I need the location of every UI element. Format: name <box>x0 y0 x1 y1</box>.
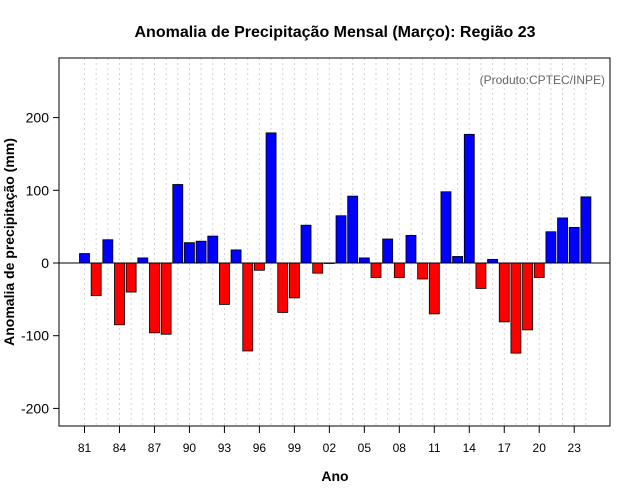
y-tick-label: 0 <box>41 255 49 271</box>
bar-1991 <box>195 240 207 264</box>
bar-1982 <box>90 262 102 297</box>
bar-1989 <box>172 184 184 264</box>
bar-1984 <box>114 262 125 326</box>
x-tick-label: 08 <box>393 441 407 455</box>
bar-1981 <box>79 253 90 264</box>
bar-2020 <box>533 262 545 278</box>
x-tick-label: 02 <box>323 441 337 455</box>
bar-2006 <box>370 262 382 278</box>
x-tick-label: 87 <box>148 441 162 455</box>
bar-1999 <box>288 262 300 299</box>
x-tick-label: 99 <box>288 441 302 455</box>
plot-frame <box>58 57 611 427</box>
x-tick-label: 90 <box>183 441 197 455</box>
bar-2013 <box>452 256 464 264</box>
x-tick-label: 93 <box>218 441 232 455</box>
bar-1990 <box>184 242 195 264</box>
source-note: (Produto:CPTEC/INPE) <box>480 73 605 87</box>
y-tick-label: -200 <box>21 400 49 416</box>
x-tick-label: 23 <box>568 441 582 455</box>
bar-2003 <box>335 215 347 264</box>
y-axis: -200 -100 0 100 200 <box>21 110 59 416</box>
bar-2022 <box>557 217 568 264</box>
bar-1987 <box>149 262 160 334</box>
y-axis-label: Anomalia de precipitação (mm) <box>1 138 17 346</box>
bar-1986 <box>137 257 149 264</box>
bar-2021 <box>545 231 557 264</box>
x-tick-label: 20 <box>533 441 547 455</box>
bar-2005 <box>358 257 370 264</box>
bars <box>79 132 592 354</box>
x-axis: 81 84 87 90 93 96 99 02 05 08 11 14 17 20 23 <box>78 426 581 455</box>
x-tick-label: 11 <box>428 441 441 455</box>
bar-2010 <box>417 262 429 280</box>
bar-1997 <box>265 132 277 264</box>
bar-2001 <box>312 262 324 274</box>
bar-2019 <box>522 262 533 331</box>
y-tick-label: 200 <box>26 110 50 126</box>
x-tick-label: 84 <box>113 441 127 455</box>
bar-2016 <box>487 258 499 264</box>
bar-2000 <box>300 224 312 264</box>
chart-title: Anomalia de Precipitação Mensal (Março):… <box>134 24 535 41</box>
bar-2009 <box>405 234 417 264</box>
bar-1994 <box>230 249 242 264</box>
x-tick-label: 81 <box>78 441 92 455</box>
x-tick-label: 14 <box>463 441 477 455</box>
bar-1995 <box>242 262 254 352</box>
x-tick-label: 05 <box>358 441 372 455</box>
bar-1993 <box>219 262 230 305</box>
y-tick-label: -100 <box>21 328 49 344</box>
bar-2007 <box>382 238 394 264</box>
x-tick-label: 96 <box>253 441 267 455</box>
bar-2018 <box>510 262 522 354</box>
bar-1996 <box>253 262 265 271</box>
y-tick-label: 100 <box>26 182 50 198</box>
bar-2015 <box>475 262 487 289</box>
bar-1992 <box>207 235 219 264</box>
bar-2004 <box>347 195 359 264</box>
bar-1998 <box>277 262 289 313</box>
bar-2024 <box>580 196 592 264</box>
bar-2011 <box>428 262 440 315</box>
bar-1983 <box>102 239 114 264</box>
bar-2008 <box>393 262 405 278</box>
bar-2012 <box>440 191 452 264</box>
bar-2017 <box>498 262 510 323</box>
x-axis-label: Ano <box>321 468 348 484</box>
bar-2023 <box>568 226 580 264</box>
bar-1988 <box>160 262 172 335</box>
bar-1985 <box>125 262 137 293</box>
vertical-gridlines <box>84 58 587 426</box>
bar-2014 <box>463 133 475 264</box>
x-tick-label: 17 <box>498 441 512 455</box>
